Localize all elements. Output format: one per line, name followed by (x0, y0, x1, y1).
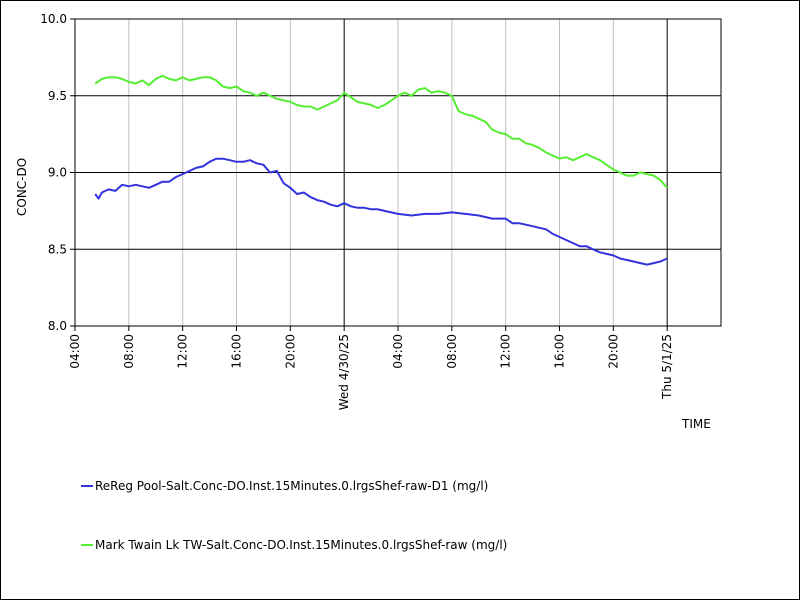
y-tick-label: 8.0 (48, 319, 67, 333)
legend-swatch-mark-twain (81, 544, 93, 546)
x-tick-label: 16:00 (553, 334, 567, 369)
x-tick-label: Wed 4/30/25 (337, 334, 351, 410)
x-tick-label: 04:00 (68, 334, 82, 369)
y-tick-label: 8.5 (48, 242, 67, 256)
series-line-mark-twain (94, 74, 668, 189)
y-axis-title: CONC-DO (15, 157, 29, 216)
legend-item-mark-twain: Mark Twain Lk TW-Salt.Conc-DO.Inst.15Min… (81, 537, 507, 553)
x-tick-label: 12:00 (176, 334, 190, 369)
legend-label-mark-twain: Mark Twain Lk TW-Salt.Conc-DO.Inst.15Min… (95, 538, 508, 552)
legend-item-rereg: ReReg Pool-Salt.Conc-DO.Inst.15Minutes.0… (81, 478, 488, 494)
x-tick-label: Thu 5/1/25 (660, 334, 674, 400)
series-line-rereg (94, 157, 668, 266)
x-tick-label: 08:00 (122, 334, 136, 369)
x-tick-label: 20:00 (283, 334, 297, 369)
x-tick-label: 16:00 (230, 334, 244, 369)
legend-swatch-rereg (81, 485, 93, 487)
x-tick-label: 12:00 (499, 334, 513, 369)
y-tick-label: 9.0 (48, 166, 67, 180)
y-tick-label: 10.0 (40, 12, 67, 26)
y-tick-label: 9.5 (48, 89, 67, 103)
x-tick-label: 04:00 (391, 334, 405, 369)
x-axis-title: TIME (682, 417, 711, 431)
x-tick-label: 08:00 (445, 334, 459, 369)
x-tick-label: 20:00 (606, 334, 620, 369)
legend-label-rereg: ReReg Pool-Salt.Conc-DO.Inst.15Minutes.0… (95, 479, 489, 493)
